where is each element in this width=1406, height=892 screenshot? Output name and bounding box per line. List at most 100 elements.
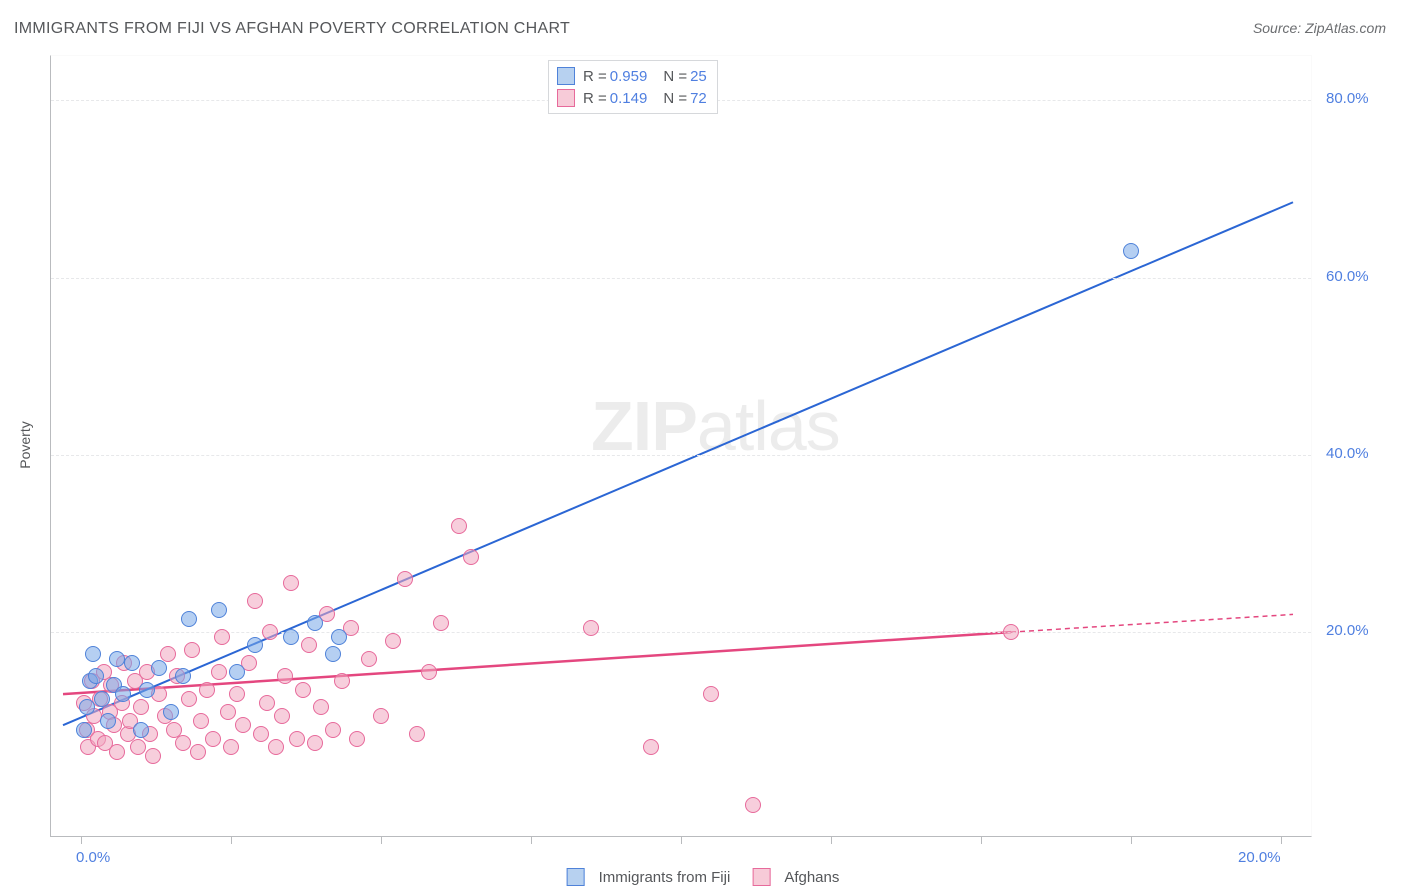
afghans-point: [433, 615, 449, 631]
y-axis-label: Poverty: [17, 421, 33, 468]
source-value: ZipAtlas.com: [1305, 20, 1386, 36]
afghans-point: [325, 722, 341, 738]
fiji-point: [163, 704, 179, 720]
legend-label: Immigrants from Fiji: [599, 869, 731, 886]
afghans-point: [184, 642, 200, 658]
afghans-point: [289, 731, 305, 747]
gridline: [51, 455, 1311, 456]
y-tick-label: 60.0%: [1326, 268, 1369, 285]
afghans-point: [583, 620, 599, 636]
legend-swatch: [567, 868, 585, 886]
n-label: N =: [663, 90, 687, 107]
afghans-point: [295, 682, 311, 698]
afghans-point: [247, 593, 263, 609]
afghans-point: [745, 797, 761, 813]
r-value: 0.959: [610, 68, 648, 85]
n-value: 25: [690, 68, 707, 85]
source-prefix: Source:: [1253, 20, 1305, 36]
fiji-point: [94, 691, 110, 707]
plot-area: ZIPatlas: [50, 55, 1312, 837]
fiji-point: [151, 660, 167, 676]
fiji-point: [1123, 243, 1139, 259]
series-legend: Immigrants from Fiji Afghans: [567, 868, 840, 886]
afghans-point: [1003, 624, 1019, 640]
legend-item: Afghans: [752, 868, 839, 886]
watermark-bold: ZIP: [591, 387, 697, 465]
y-tick-label: 80.0%: [1326, 90, 1369, 107]
afghans-point: [268, 739, 284, 755]
r-label: R =: [583, 68, 607, 85]
afghans-point: [190, 744, 206, 760]
afghans-point: [409, 726, 425, 742]
fiji-point: [139, 682, 155, 698]
afghans-point: [313, 699, 329, 715]
fiji-point: [247, 637, 263, 653]
afghans-point: [421, 664, 437, 680]
afghans-point: [373, 708, 389, 724]
fiji-point: [229, 664, 245, 680]
afghans-point: [451, 518, 467, 534]
afghans-point: [277, 668, 293, 684]
fiji-point: [100, 713, 116, 729]
watermark-light: atlas: [697, 387, 840, 465]
afghans-point: [397, 571, 413, 587]
afghans-point: [109, 744, 125, 760]
fiji-point: [115, 686, 131, 702]
afghans-point: [274, 708, 290, 724]
afghans-point: [349, 731, 365, 747]
fiji-point: [325, 646, 341, 662]
afghans-point: [463, 549, 479, 565]
n-value: 72: [690, 90, 707, 107]
legend-swatch: [752, 868, 770, 886]
afghans-point: [703, 686, 719, 702]
afghans-point: [283, 575, 299, 591]
afghans-point: [643, 739, 659, 755]
x-tick: [381, 836, 382, 844]
fiji-point: [124, 655, 140, 671]
x-tick: [981, 836, 982, 844]
fiji-point: [181, 611, 197, 627]
fiji-point: [79, 699, 95, 715]
afghans-point: [334, 673, 350, 689]
correlation-stat-box: R =0.959N =25R =0.149N =72: [548, 60, 718, 114]
fiji-point: [85, 646, 101, 662]
afghans-point: [199, 682, 215, 698]
r-label: R =: [583, 90, 607, 107]
afghans-point: [145, 748, 161, 764]
afghans-point: [223, 739, 239, 755]
legend-item: Immigrants from Fiji: [567, 868, 731, 886]
afghans-point: [301, 637, 317, 653]
fiji-point: [109, 651, 125, 667]
afghans-point: [262, 624, 278, 640]
afghans-point: [220, 704, 236, 720]
afghans-point: [253, 726, 269, 742]
y-tick-label: 40.0%: [1326, 445, 1369, 462]
afghans-point: [193, 713, 209, 729]
stat-row: R =0.149N =72: [557, 87, 709, 109]
chart-title: IMMIGRANTS FROM FIJI VS AFGHAN POVERTY C…: [14, 20, 570, 38]
stat-swatch: [557, 89, 575, 107]
afghans-point: [205, 731, 221, 747]
x-tick: [531, 836, 532, 844]
afghans-point: [211, 664, 227, 680]
fiji-point: [88, 668, 104, 684]
x-tick: [231, 836, 232, 844]
afghans-point: [229, 686, 245, 702]
afghans-point: [235, 717, 251, 733]
fiji-point: [133, 722, 149, 738]
stat-row: R =0.959N =25: [557, 65, 709, 87]
afghans-point: [130, 739, 146, 755]
x-tick: [81, 836, 82, 844]
y-tick-label: 20.0%: [1326, 622, 1369, 639]
stat-swatch: [557, 67, 575, 85]
afghans-regression-extrapolate: [1011, 614, 1293, 632]
legend-label: Afghans: [784, 869, 839, 886]
afghans-point: [175, 735, 191, 751]
afghans-point: [181, 691, 197, 707]
x-tick: [1131, 836, 1132, 844]
x-tick-label: 20.0%: [1238, 849, 1281, 866]
fiji-point: [307, 615, 323, 631]
afghans-point: [385, 633, 401, 649]
x-tick: [1281, 836, 1282, 844]
x-tick: [831, 836, 832, 844]
